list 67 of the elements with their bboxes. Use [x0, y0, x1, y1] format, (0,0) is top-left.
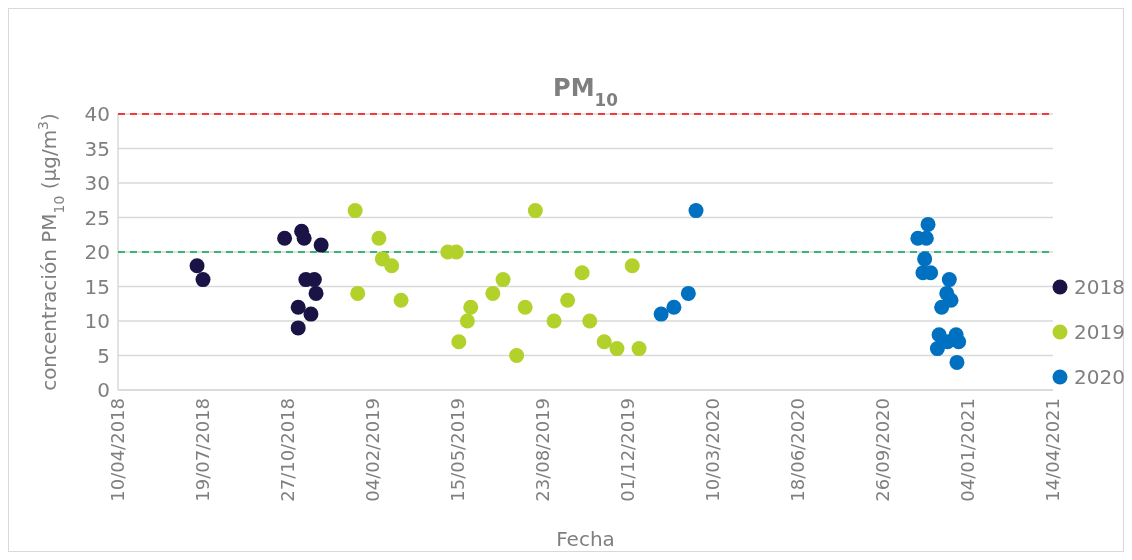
- point: [195, 272, 211, 288]
- point: [371, 230, 387, 246]
- point: [917, 251, 933, 267]
- point: [517, 299, 533, 315]
- y-tick-label: 40: [84, 102, 110, 126]
- x-tick-label: 14/04/2021: [1042, 398, 1064, 502]
- x-tick-label: 23/08/2019: [532, 398, 554, 502]
- x-tick-label: 04/01/2021: [957, 398, 979, 502]
- point: [290, 320, 306, 336]
- legend-label: 2020: [1074, 365, 1125, 389]
- point: [393, 292, 409, 308]
- point: [189, 258, 205, 274]
- point: [290, 299, 306, 315]
- x-tick-label: 26/09/2020: [872, 398, 894, 502]
- x-tick-label: 01/12/2019: [617, 398, 639, 502]
- x-axis-title: Fecha: [556, 527, 615, 551]
- y-tick-label: 20: [84, 240, 110, 264]
- point: [653, 306, 669, 322]
- point: [296, 230, 312, 246]
- point: [313, 237, 329, 253]
- point: [929, 341, 945, 357]
- point: [596, 334, 612, 350]
- point: [941, 272, 957, 288]
- legend-label: 2018: [1074, 275, 1125, 299]
- point: [277, 230, 293, 246]
- x-tick-label: 27/10/2018: [277, 398, 299, 502]
- y-tick-label: 25: [84, 205, 110, 230]
- chart-title: PM$_{10}$: [553, 74, 618, 110]
- point: [624, 258, 640, 274]
- x-tick-label: 19/07/2018: [192, 398, 214, 502]
- legend-label: 2019: [1074, 320, 1125, 344]
- point: [666, 299, 682, 315]
- y-tick-label: 5: [97, 343, 110, 368]
- point: [546, 313, 562, 329]
- point: [631, 341, 647, 357]
- point: [495, 272, 511, 288]
- point: [934, 299, 950, 315]
- point: [680, 285, 696, 301]
- point: [350, 285, 366, 301]
- x-tick-label: 10/04/2018: [107, 398, 129, 502]
- point: [949, 354, 965, 370]
- point: [920, 216, 936, 232]
- x-tick-label: 10/03/2020: [702, 398, 724, 502]
- point: [303, 306, 319, 322]
- point: [527, 203, 543, 219]
- point: [308, 285, 324, 301]
- point: [560, 292, 576, 308]
- point: [951, 334, 967, 350]
- point: [688, 203, 704, 219]
- x-tick-label: 18/06/2020: [787, 398, 809, 502]
- x-tick-label: 15/05/2019: [447, 398, 469, 502]
- point: [582, 313, 598, 329]
- point: [347, 203, 363, 219]
- x-tick-label: 04/02/2019: [362, 398, 384, 502]
- point: [485, 285, 501, 301]
- point: [609, 341, 625, 357]
- point: [509, 348, 525, 363]
- point: [451, 334, 467, 350]
- point: [463, 299, 479, 315]
- point: [574, 265, 590, 281]
- y-tick-label: 10: [84, 309, 110, 333]
- y-tick-label: 35: [84, 136, 110, 161]
- point: [459, 313, 475, 329]
- point: [384, 258, 400, 274]
- y-tick-label: 15: [84, 274, 110, 299]
- y-tick-label: 0: [97, 378, 110, 402]
- y-tick-label: 30: [84, 171, 110, 195]
